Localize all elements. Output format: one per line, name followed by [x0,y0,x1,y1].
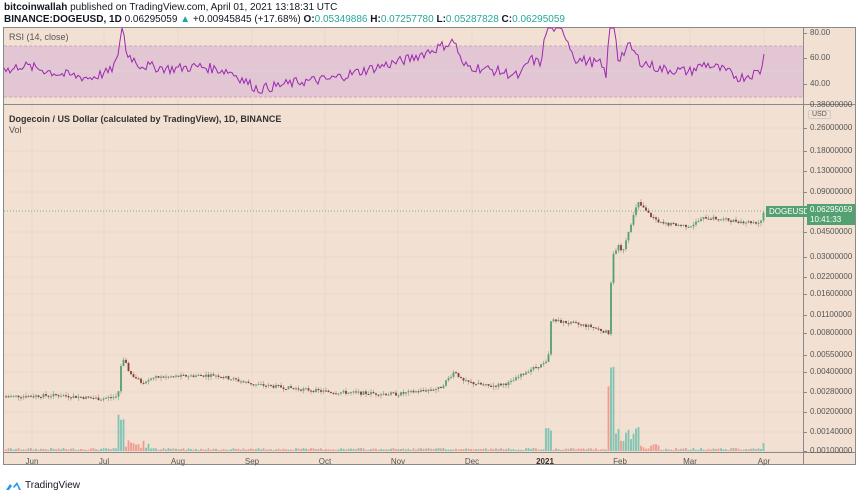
price-axis-label: 0.00140000 [810,427,853,436]
close-label: C: [501,14,513,25]
price-axis-label: 0.04500000 [810,227,853,236]
symbol-info: BINANCE:DOGEUSD, 1D 0.06295059 ▲ +0.0094… [4,14,565,25]
price-axis-label: 0.00280000 [810,387,853,396]
price-axis-label: 0.01100000 [810,310,852,319]
price-axis-label: 0.38000000 [810,100,853,107]
time-axis-label: 2021 [536,457,554,466]
time-axis-label: Oct [318,457,332,466]
time-axis-label: Jul [98,457,110,466]
last-price-tag-value: 0.06295059 [810,205,853,214]
publish-info: bitcoinwallah published on TradingView.c… [4,2,337,13]
currency-label[interactable]: USD [808,110,831,119]
open-label: O: [303,14,315,25]
low-label: L: [436,14,446,25]
published-text: published on TradingView.com, April 01, … [70,2,338,13]
volume-title[interactable]: Vol [9,125,22,135]
time-axis-label: Nov [390,457,406,466]
tradingview-logo[interactable]: TradingView [4,480,80,491]
price-axis-label: 0.18000000 [810,146,853,155]
time-axis-border [3,452,856,453]
symbol-tag: DOGEUSD [766,206,813,217]
high-label: H: [370,14,381,25]
last-price: 0.06295059 [124,14,178,25]
countdown-timer: 10:41:33 [810,215,842,224]
price-axis-label: 0.02200000 [810,272,853,281]
price-axis-label: 0.13000000 [810,166,853,175]
price-axis-label: 0.03000000 [810,252,853,261]
pane-separator[interactable] [3,104,856,105]
tradingview-cloud-icon [6,482,21,490]
price-axis-label: 0.00550000 [810,350,853,359]
change-value: +0.00945845 (+17.68%) [192,14,301,25]
brand-name: TradingView [25,480,81,491]
close-value: 0.06295059 [512,14,565,25]
last-price-tag: 0.06295059 10:41:33 [807,204,855,225]
high-value: 0.07257780 [380,14,434,25]
open-value: 0.05349886 [314,14,368,25]
price-axis-border [803,27,804,465]
time-axis-label: Apr [757,457,771,466]
low-value: 0.05287828 [445,14,499,25]
price-axis-label: 0.01600000 [810,289,853,298]
price-axis-label: 0.09000000 [810,187,853,196]
time-axis-label: Jun [25,457,39,466]
time-axis-label: Sep [244,457,260,466]
rsi-axis-label: 60.00 [810,53,831,62]
author-name[interactable]: bitcoinwallah [4,2,68,13]
up-triangle-icon: ▲ [180,14,191,25]
time-axis-label: Dec [464,457,480,466]
time-axis-label: Feb [613,457,627,466]
time-axis-label: Aug [170,457,186,466]
symbol-name: BINANCE:DOGEUSD, 1D [4,14,122,25]
chart-title: Dogecoin / US Dollar (calculated by Trad… [9,114,282,124]
price-axis-label: 0.00800000 [810,328,853,337]
price-axis-label: 0.00400000 [810,367,853,376]
price-axis-label: 0.00200000 [810,407,853,416]
price-axis-label: 0.26000000 [810,123,853,132]
rsi-axis-label: 40.00 [810,79,831,88]
rsi-title[interactable]: RSI (14, close) [9,32,69,42]
time-axis-label: Mar [683,457,697,466]
price-axis-label: 0.00100000 [810,446,853,455]
rsi-axis-label: 80.00 [810,28,831,37]
